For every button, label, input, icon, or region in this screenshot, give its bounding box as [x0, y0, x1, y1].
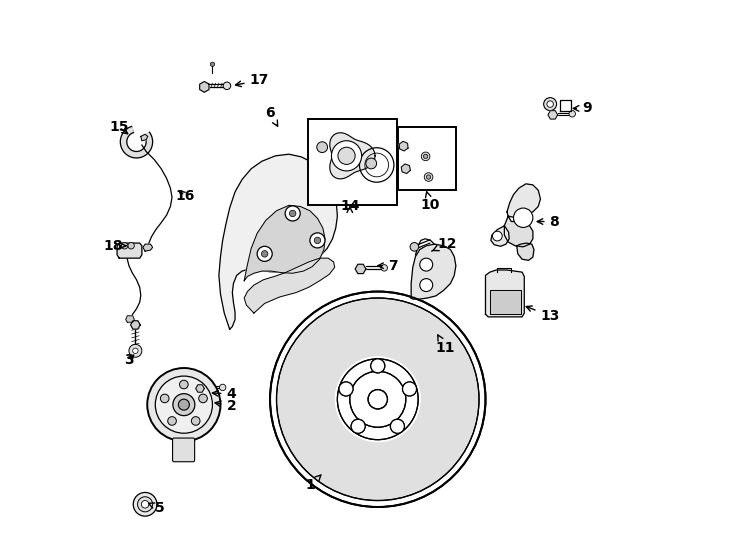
Polygon shape — [411, 244, 456, 299]
Text: 14: 14 — [340, 199, 360, 213]
Circle shape — [180, 380, 188, 389]
Text: 1: 1 — [305, 475, 321, 492]
Circle shape — [121, 242, 128, 249]
Polygon shape — [117, 243, 142, 258]
Circle shape — [402, 382, 416, 396]
Circle shape — [402, 382, 416, 396]
Text: 18: 18 — [103, 239, 126, 253]
Circle shape — [338, 147, 355, 165]
Polygon shape — [143, 244, 153, 251]
Polygon shape — [330, 133, 375, 179]
Text: 2: 2 — [215, 399, 236, 413]
Text: 8: 8 — [537, 214, 559, 228]
Polygon shape — [399, 141, 408, 151]
Circle shape — [390, 419, 404, 433]
Circle shape — [339, 382, 353, 396]
Circle shape — [137, 497, 153, 512]
Circle shape — [257, 246, 272, 261]
Circle shape — [547, 101, 553, 107]
Circle shape — [129, 345, 142, 357]
Circle shape — [426, 175, 431, 179]
Circle shape — [381, 265, 388, 271]
Circle shape — [173, 394, 195, 416]
Text: 6: 6 — [265, 106, 277, 126]
Polygon shape — [244, 205, 325, 281]
Circle shape — [161, 394, 169, 403]
Circle shape — [390, 419, 404, 433]
Circle shape — [219, 384, 226, 390]
Text: 10: 10 — [421, 192, 440, 212]
Circle shape — [544, 98, 556, 111]
Polygon shape — [401, 164, 410, 173]
Circle shape — [569, 111, 575, 117]
Circle shape — [332, 141, 362, 171]
Circle shape — [128, 242, 134, 249]
Circle shape — [351, 419, 365, 433]
Circle shape — [514, 208, 533, 227]
Circle shape — [261, 251, 268, 257]
FancyBboxPatch shape — [308, 119, 396, 205]
Circle shape — [351, 419, 365, 433]
FancyBboxPatch shape — [172, 438, 195, 462]
Circle shape — [424, 154, 428, 159]
Text: 17: 17 — [236, 73, 269, 87]
Text: 5: 5 — [148, 501, 164, 515]
Circle shape — [277, 298, 479, 501]
Polygon shape — [126, 316, 134, 322]
Circle shape — [317, 142, 327, 152]
FancyBboxPatch shape — [399, 127, 457, 190]
Circle shape — [134, 492, 157, 516]
Polygon shape — [131, 321, 140, 329]
Circle shape — [335, 356, 421, 442]
Circle shape — [270, 292, 485, 507]
Text: 12: 12 — [432, 237, 457, 251]
Polygon shape — [491, 226, 509, 246]
Polygon shape — [355, 264, 366, 274]
Text: 4: 4 — [212, 387, 236, 401]
Circle shape — [421, 152, 430, 161]
Polygon shape — [244, 258, 335, 313]
Circle shape — [178, 399, 189, 410]
Circle shape — [493, 231, 502, 241]
Circle shape — [199, 394, 207, 403]
Polygon shape — [141, 134, 148, 141]
Polygon shape — [490, 290, 520, 314]
Circle shape — [285, 206, 300, 221]
Text: 7: 7 — [378, 259, 398, 273]
Polygon shape — [507, 184, 540, 217]
Polygon shape — [504, 216, 533, 247]
Circle shape — [420, 258, 433, 271]
Circle shape — [142, 501, 149, 508]
Text: 16: 16 — [175, 188, 195, 202]
Circle shape — [339, 382, 353, 396]
Circle shape — [424, 173, 433, 181]
Polygon shape — [120, 126, 153, 158]
Text: 3: 3 — [124, 354, 134, 368]
Text: 9: 9 — [573, 102, 592, 116]
Circle shape — [366, 158, 377, 169]
Circle shape — [410, 242, 418, 251]
Circle shape — [310, 233, 325, 248]
Circle shape — [371, 359, 385, 373]
Polygon shape — [548, 111, 558, 119]
Polygon shape — [219, 154, 338, 329]
Text: 15: 15 — [109, 120, 129, 134]
Circle shape — [148, 368, 220, 441]
Circle shape — [192, 417, 200, 426]
Text: 11: 11 — [435, 335, 455, 355]
Circle shape — [156, 376, 212, 433]
Text: 13: 13 — [526, 306, 560, 323]
Polygon shape — [517, 243, 534, 260]
Circle shape — [289, 210, 296, 217]
Circle shape — [314, 237, 321, 244]
Circle shape — [371, 359, 385, 373]
Circle shape — [133, 348, 138, 354]
Circle shape — [210, 62, 214, 66]
Polygon shape — [200, 82, 209, 92]
Circle shape — [168, 417, 176, 426]
Polygon shape — [196, 385, 204, 392]
Circle shape — [420, 279, 433, 292]
Circle shape — [223, 82, 230, 90]
Polygon shape — [485, 270, 524, 317]
